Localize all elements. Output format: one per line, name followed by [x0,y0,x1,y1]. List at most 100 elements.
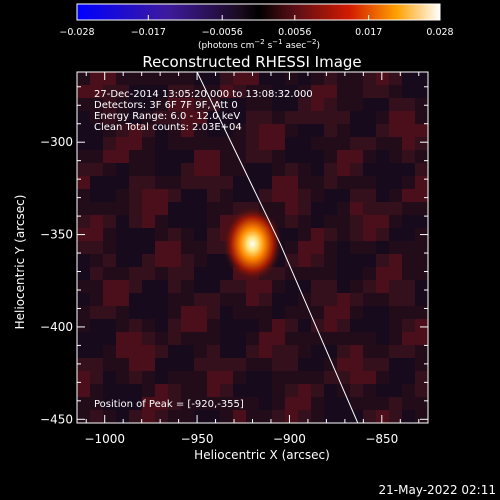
heatmap-cell [376,319,389,332]
heatmap-cell [337,150,350,163]
heatmap-cell [311,189,324,202]
heatmap-cell [376,397,389,410]
heatmap-cell [207,267,220,280]
heatmap-cell [272,202,285,215]
heatmap-cell [311,111,324,124]
heatmap-cell [311,306,324,319]
heatmap-cell [389,280,402,293]
heatmap-cell [155,85,168,98]
heatmap-cell [181,410,194,423]
heatmap-cell [90,410,103,423]
heatmap-cell [181,202,194,215]
heatmap-cell [402,202,415,215]
heatmap-cell [259,98,272,111]
heatmap-cell [181,267,194,280]
heatmap-cell [415,189,428,202]
heatmap-cell [389,293,402,306]
heatmap-cell [389,267,402,280]
heatmap-cell [285,397,298,410]
heatmap-cell [103,371,116,384]
heatmap-cell [168,137,181,150]
heatmap-cell [363,98,376,111]
heatmap-cell [311,124,324,137]
heatmap-cell [324,293,337,306]
heatmap-cell [415,215,428,228]
heatmap-cell [155,319,168,332]
heatmap-cell [194,176,207,189]
heatmap-cell [376,410,389,423]
heatmap-cell [77,189,90,202]
heatmap-cell [207,98,220,111]
heatmap-cell [246,98,259,111]
heatmap-cell [311,215,324,228]
heatmap-cell [285,228,298,241]
heatmap-cell [77,98,90,111]
heatmap-cell [376,124,389,137]
heatmap-cell [272,293,285,306]
heatmap-cell [233,358,246,371]
heatmap-cell [155,267,168,280]
heatmap-cell [77,280,90,293]
heatmap-cell [220,111,233,124]
heatmap-cell [311,293,324,306]
heatmap-cell [155,384,168,397]
heatmap-cell [298,306,311,319]
heatmap-cell [116,124,129,137]
heatmap-cell [142,254,155,267]
heatmap-cell [298,176,311,189]
heatmap-cell [103,358,116,371]
heatmap-cell [415,137,428,150]
heatmap-cell [77,137,90,150]
heatmap-cell [415,371,428,384]
heatmap-cell [246,358,259,371]
heatmap-cell [116,293,129,306]
heatmap-cell [233,332,246,345]
heatmap-cell [207,163,220,176]
heatmap-cell [116,98,129,111]
heatmap-cell [415,85,428,98]
heatmap-cell [129,306,142,319]
heatmap-cell [155,293,168,306]
heatmap-cell [168,215,181,228]
heatmap-cell [90,163,103,176]
heatmap-cell [298,280,311,293]
heatmap-cell [311,332,324,345]
heatmap-cell [376,293,389,306]
heatmap-cell [298,124,311,137]
heatmap-cell [220,267,233,280]
heatmap-cell [207,85,220,98]
heatmap-cell [389,85,402,98]
colorbar-ticks [76,15,441,20]
heatmap-cell [181,319,194,332]
heatmap-cell [324,254,337,267]
heatmap-cell [272,111,285,124]
heatmap-cell [220,202,233,215]
heatmap-cell [142,358,155,371]
annotation-total-counts: Clean Total counts: 2.03E+04 [94,122,242,133]
heatmap-cell [90,267,103,280]
heatmap-cell [103,332,116,345]
heatmap-cell [129,332,142,345]
heatmap-cell [103,202,116,215]
heatmap-cell [350,345,363,358]
heatmap-cell [207,241,220,254]
heatmap-cell [116,345,129,358]
heatmap-cell [376,332,389,345]
heatmap-cell [181,254,194,267]
heatmap-cell [363,319,376,332]
heatmap-cell [194,332,207,345]
heatmap-cell [402,124,415,137]
heatmap-cell [207,410,220,423]
footer-timestamp: 21-May-2022 02:11 [379,483,496,497]
heatmap-cell [90,332,103,345]
heatmap-cell [324,163,337,176]
heatmap-cell [389,163,402,176]
heatmap-cell [363,371,376,384]
heatmap-cell [285,371,298,384]
heatmap-cell [363,202,376,215]
heatmap-cell [298,332,311,345]
heatmap-cell [389,397,402,410]
heatmap-cell [142,215,155,228]
heatmap-cell [272,280,285,293]
heatmap-cell [389,358,402,371]
